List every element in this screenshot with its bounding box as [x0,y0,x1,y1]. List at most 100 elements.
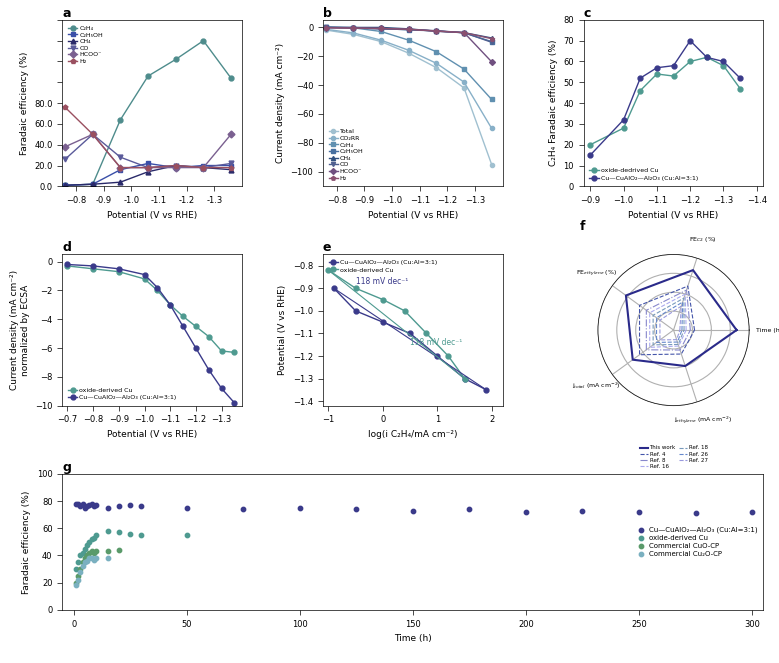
Cu—CuAlO₂—Al₂O₃ (Cu:Al=3:1) [351,307,361,315]
CO [321,23,330,31]
Ref. 26 [652,314,661,322]
Line: C₂H₄: C₂H₄ [62,38,234,188]
CH₄ [171,162,181,170]
Ref. 26 [677,326,686,334]
Ref. 4 [677,350,686,358]
This work [622,292,631,300]
HCOO⁻ [116,164,125,172]
Commercial CuO-CP [81,550,93,561]
CO [61,155,70,163]
Commercial CuO-CP [113,545,125,556]
Y-axis label: Potential (V vs RHE): Potential (V vs RHE) [278,285,287,375]
oxide-dedrived Cu [719,62,728,70]
Line: CO: CO [62,132,234,170]
HCOO⁻ [349,24,358,32]
Line: C₂H₅OH: C₂H₅OH [62,161,234,188]
Commercial CuO-CP [74,564,86,574]
C₂H₅OH [349,24,358,32]
Commercial Cu₂O-CP [79,557,91,568]
Cu—CuAlO₂—Al₂O₃ (Cu:Al=3:1) [69,499,82,509]
oxide-derived Cu [230,349,239,357]
Ref. 4 [635,351,644,359]
Line: H₂: H₂ [323,26,494,41]
Cu—CuAlO₂—Al₂O₃ (Cu:Al=3:1) [464,504,476,514]
HCOO⁻ [404,25,414,33]
Cu—CuAlO₂—Al₂O₃ (Cu:Al=3:1) [79,503,91,513]
C₂H₄ [143,72,153,80]
Cu—CuAlO₂—Al₂O₃ (Cu:Al=3:1) [101,503,114,513]
Ref. 4 [690,326,700,334]
Cu—CuAlO₂—Al₂O₃ (Cu:Al=3:1) [237,504,249,514]
oxide-derived Cu [89,265,98,272]
CH₄ [227,166,236,174]
Ref. 18 [674,341,683,349]
C₂H₄ [321,23,330,31]
oxide-derived Cu [63,262,72,270]
Ref. 26 [673,338,682,346]
C₂H₄ [349,24,358,32]
Cu—CuAlO₂—Al₂O₃ (Cu:Al=3:1) [178,322,188,330]
Ref. 27 [675,326,685,334]
HCOO⁻ [88,131,97,139]
Text: c: c [583,7,591,20]
C₂H₅OH [227,162,236,170]
Line: HCOO⁻: HCOO⁻ [323,25,494,64]
oxide-derived Cu [421,330,431,337]
oxide-dedrived Cu [636,87,645,95]
oxide-derived Cu [443,352,453,360]
Cu—CuAlO₂—Al₂O₃ (Cu:Al=3:1) [90,500,103,511]
Ref. 16 [674,342,683,350]
Line: Cu—CuAlO₂—Al₂O₃ (Cu:Al=3:1): Cu—CuAlO₂—Al₂O₃ (Cu:Al=3:1) [588,38,742,158]
H₂ [227,164,236,172]
oxide-derived Cu [115,268,124,276]
Line: C₂H₅OH: C₂H₅OH [323,25,494,44]
C₂H₅OH [116,166,125,174]
Cu—CuAlO₂—Al₂O₃ (Cu:Al=3:1) [83,500,96,511]
C₂H₄ [432,48,441,56]
H₂ [404,25,414,33]
Ref. 26 [677,326,686,334]
CH₄ [143,168,153,176]
Ref. 16 [682,326,691,334]
Cu—CuAlO₂—Al₂O₃ (Cu:Al=3:1) [230,399,239,407]
C₂H₅OH [460,29,469,37]
CH₄ [116,178,125,186]
Line: C₂H₄: C₂H₄ [323,25,494,101]
Commercial Cu₂O-CP [88,554,100,565]
Line: oxide-derived Cu: oxide-derived Cu [65,263,237,355]
Cu—CuAlO₂—Al₂O₃ (Cu:Al=3:1) [217,385,226,392]
Cu—CuAlO₂—Al₂O₃ (Cu:Al=3:1) [702,53,711,61]
Line: oxide-dedrived Cu: oxide-dedrived Cu [588,55,742,147]
oxide-dedrived Cu [652,70,661,78]
CO [116,153,125,161]
Ref. 27 [672,335,682,343]
Ref. 16 [645,343,654,351]
Line: Total: Total [323,28,494,166]
C₂H₄ [199,36,208,44]
Line: H₂: H₂ [62,105,234,170]
Cu—CuAlO₂—Al₂O₃ (Cu:Al=3:1) [76,499,89,509]
CO [88,131,97,139]
H₂ [61,103,70,111]
oxide-dedrived Cu [702,53,711,61]
C₂H₅OH [88,180,97,188]
Cu—CuAlO₂—Al₂O₃ (Cu:Al=3:1) [689,508,702,518]
Line: CO: CO [323,25,494,44]
Text: d: d [62,241,71,255]
Text: 118 mV dec⁻¹: 118 mV dec⁻¹ [411,337,463,347]
Cu—CuAlO₂—Al₂O₃ (Cu:Al=3:1) [719,58,728,66]
CO₂RR [460,78,469,86]
Y-axis label: C₂H₄ Faradaic efficiency (%): C₂H₄ Faradaic efficiency (%) [548,40,558,166]
Line: oxide-derived Cu: oxide-derived Cu [326,268,467,381]
Cu—CuAlO₂—Al₂O₃ (Cu:Al=3:1) [153,284,162,292]
C₂H₅OH [61,181,70,189]
CO [143,164,153,172]
C₂H₅OH [487,38,496,46]
Total [376,38,386,46]
Commercial CuO-CP [86,546,98,557]
oxide-derived Cu [400,307,410,315]
oxide-dedrived Cu [735,85,745,93]
Cu—CuAlO₂—Al₂O₃ (Cu:Al=3:1) [636,74,645,82]
Cu—CuAlO₂—Al₂O₃ (Cu:Al=3:1) [136,501,148,512]
Commercial CuO-CP [101,546,114,557]
